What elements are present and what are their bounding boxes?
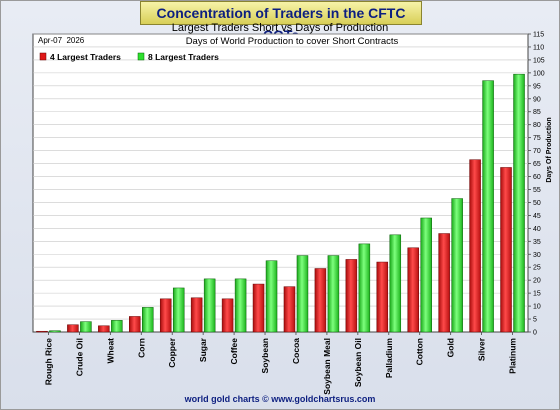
y-axis-label: Days Of Production bbox=[546, 117, 553, 182]
bar-8-largest bbox=[265, 260, 278, 333]
x-tick-label: Cotton bbox=[415, 338, 425, 365]
bar-8-largest bbox=[49, 330, 61, 333]
y-tick-label: 80 bbox=[533, 122, 541, 129]
y-tick-label: 110 bbox=[533, 44, 544, 51]
bar-8-largest bbox=[234, 278, 247, 333]
bar-8-largest bbox=[142, 307, 154, 333]
y-tick-label: 40 bbox=[533, 226, 541, 233]
y-tick-label: 60 bbox=[533, 174, 541, 181]
legend-label-8: 8 Largest Traders bbox=[148, 52, 219, 62]
bar-4-largest bbox=[36, 330, 48, 333]
x-tick-label: Rough Rice bbox=[43, 338, 53, 385]
y-tick-label: 75 bbox=[533, 135, 541, 142]
x-tick-label: Soybean bbox=[260, 338, 270, 373]
y-tick-label: 35 bbox=[533, 239, 541, 246]
bar-4-largest bbox=[159, 298, 172, 333]
x-tick-label: Crude Oil bbox=[74, 338, 84, 376]
y-tick-label: 0 bbox=[533, 330, 537, 337]
bar-4-largest bbox=[438, 233, 450, 333]
chart-date: Apr-07 2026 bbox=[38, 36, 85, 45]
y-axis: 0 5 10 15 20 25 30 35 40 45 50 55 60 65 70 75 80 85 90 95 10… bbox=[528, 32, 545, 337]
bar-4-largest bbox=[67, 324, 79, 333]
bar-8-largest bbox=[389, 234, 402, 333]
bar-4-largest bbox=[129, 316, 141, 333]
y-tick-label: 50 bbox=[533, 200, 541, 207]
grid-lines bbox=[33, 33, 528, 320]
bar-8-largest bbox=[111, 320, 123, 333]
y-tick-label: 90 bbox=[533, 96, 541, 103]
y-tick-label: 70 bbox=[533, 148, 541, 155]
y-tick-label: 30 bbox=[533, 252, 541, 259]
bar-8-largest bbox=[327, 255, 340, 333]
x-tick-label: Soybean Oil bbox=[353, 338, 363, 387]
x-tick-label: Corn bbox=[136, 338, 146, 358]
y-tick-label: 85 bbox=[533, 109, 541, 116]
bar-4-largest bbox=[407, 247, 419, 333]
footer-credit: world gold charts © www.goldchartsrus.co… bbox=[184, 394, 376, 404]
bar-8-largest bbox=[513, 73, 525, 333]
y-tick-label: 20 bbox=[533, 278, 541, 285]
x-axis: Rough Rice Crude Oil Wheat Corn Copper Sugar C… bbox=[43, 332, 518, 395]
y-tick-label: 115 bbox=[533, 32, 544, 39]
x-tick-label: Platinum bbox=[508, 338, 518, 374]
x-tick-label: Wheat bbox=[105, 338, 115, 364]
bar-8-largest bbox=[451, 198, 463, 333]
bars-group bbox=[36, 73, 525, 333]
y-tick-label: 45 bbox=[533, 213, 541, 220]
legend-label-4: 4 Largest Traders bbox=[50, 52, 121, 62]
y-tick-label: 25 bbox=[533, 265, 541, 272]
y-tick-label: 5 bbox=[533, 317, 537, 324]
bar-4-largest bbox=[500, 167, 512, 333]
y-tick-label: 15 bbox=[533, 291, 541, 298]
x-tick-label: Silver bbox=[477, 337, 487, 361]
legend-swatch-4 bbox=[39, 52, 47, 61]
bar-8-largest bbox=[172, 287, 185, 333]
y-tick-label: 55 bbox=[533, 187, 541, 194]
bar-4-largest bbox=[345, 259, 358, 333]
bar-8-largest bbox=[80, 321, 92, 333]
bar-4-largest bbox=[469, 159, 481, 333]
chart-subtitle-1: Largest Traders Short vs Days of Product… bbox=[172, 22, 388, 34]
legend-swatch-8 bbox=[137, 52, 145, 61]
x-tick-label: Sugar bbox=[198, 337, 208, 362]
bar-4-largest bbox=[283, 286, 296, 333]
bar-8-largest bbox=[203, 278, 216, 333]
bar-4-largest bbox=[252, 283, 265, 333]
y-tick-label: 65 bbox=[533, 161, 541, 168]
y-tick-label: 95 bbox=[533, 83, 541, 90]
x-tick-label: Copper bbox=[167, 337, 177, 367]
bar-4-largest bbox=[376, 261, 389, 333]
x-tick-label: Coffee bbox=[229, 338, 239, 365]
chart-subtitle-2: Days of World Production to cover Short … bbox=[186, 36, 399, 47]
y-tick-label: 10 bbox=[533, 304, 541, 311]
y-tick-label: 100 bbox=[533, 70, 545, 77]
bar-8-largest bbox=[296, 255, 309, 333]
y-tick-label: 105 bbox=[533, 57, 545, 64]
x-tick-label: Palladium bbox=[384, 338, 394, 379]
bar-4-largest bbox=[221, 298, 234, 333]
legend: 4 Largest Traders 8 Largest Traders bbox=[39, 52, 219, 62]
bar-4-largest bbox=[190, 297, 203, 333]
chart-title-banner: Concentration of Traders in the CFTC COT… bbox=[140, 1, 422, 43]
bar-8-largest bbox=[358, 243, 371, 333]
x-tick-label: Gold bbox=[446, 338, 456, 357]
bar-4-largest bbox=[314, 268, 327, 333]
bar-8-largest bbox=[420, 217, 432, 333]
bar-4-largest bbox=[98, 325, 110, 333]
bar-8-largest bbox=[482, 80, 494, 333]
x-tick-label: Soybean Meal bbox=[322, 338, 332, 395]
x-tick-label: Cocoa bbox=[291, 338, 301, 364]
